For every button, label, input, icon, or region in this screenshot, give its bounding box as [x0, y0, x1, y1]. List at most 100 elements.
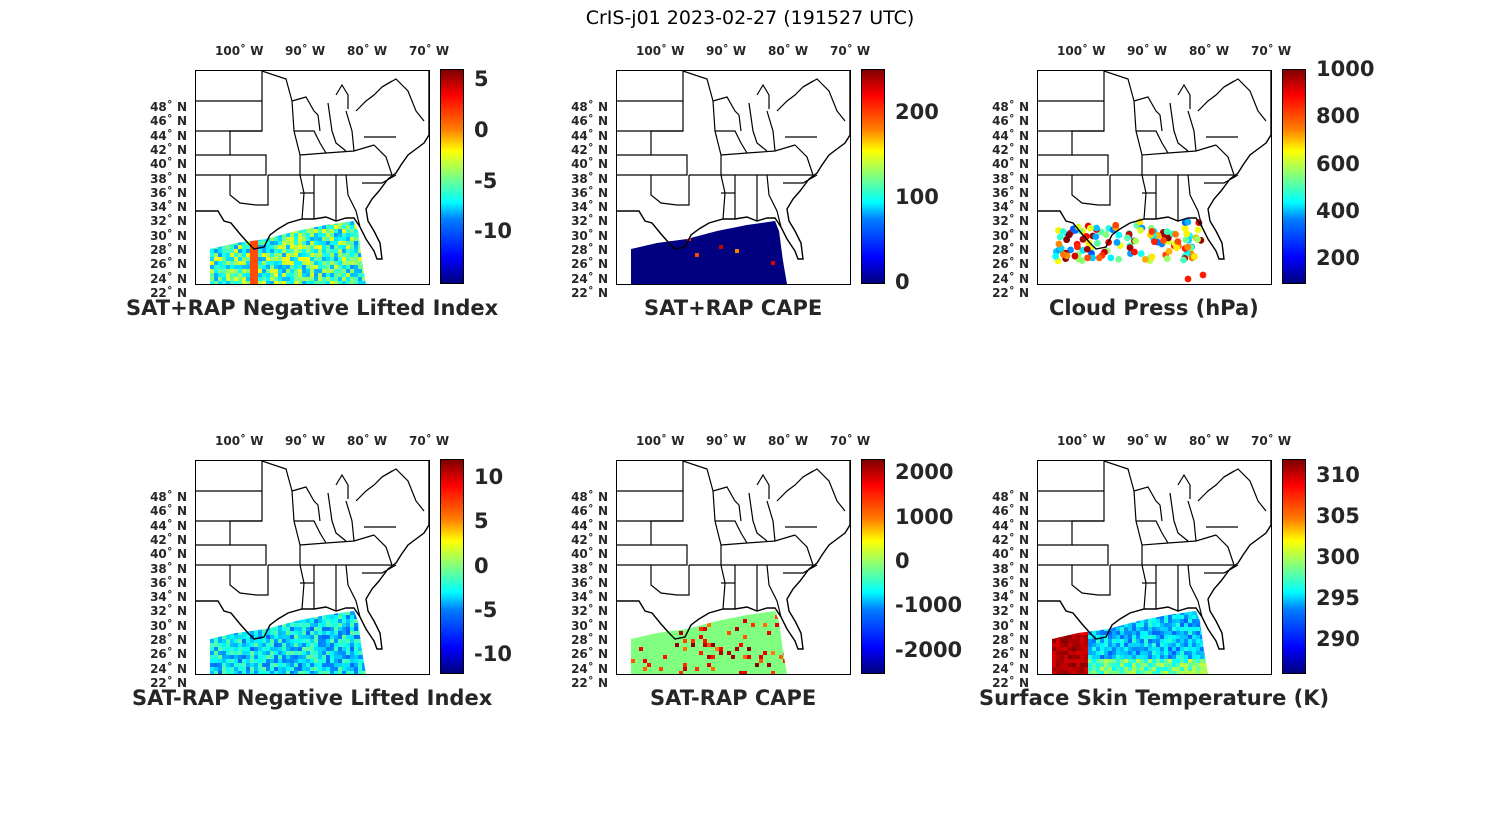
- latitude-tick-label: 24˚ N: [992, 271, 1029, 286]
- colorbar: [861, 69, 885, 284]
- latitude-tick-label: 32˚ N: [992, 214, 1029, 229]
- latitude-tick-label: 48˚ N: [571, 100, 608, 114]
- satellite-swath: [210, 221, 366, 284]
- longitude-tick-label: 100˚ W: [636, 434, 685, 448]
- latitude-tick-label: 40˚ N: [992, 157, 1029, 172]
- state-border: [738, 492, 768, 542]
- latitude-tick-label: 22˚ N: [992, 675, 1029, 690]
- state-border: [261, 71, 305, 220]
- latitude-tick-label: 32˚ N: [992, 604, 1029, 619]
- state-border: [1038, 154, 1109, 176]
- coastline: [196, 461, 429, 650]
- longitude-tick-label: 100˚ W: [1057, 434, 1106, 448]
- state-border: [345, 500, 355, 542]
- state-border: [1103, 461, 1147, 610]
- longitude-tick-label: 90˚ W: [1127, 44, 1168, 58]
- state-border: [1071, 565, 1111, 596]
- state-border: [682, 71, 726, 220]
- colorbar-tick-label: -1000: [895, 593, 963, 618]
- state-border: [617, 101, 684, 132]
- colorbar-tick-label: 200: [1316, 246, 1360, 271]
- latitude-tick-label: 30˚ N: [571, 228, 608, 243]
- colorbar-tick-label: 5: [474, 509, 489, 534]
- state-border: [715, 130, 748, 154]
- state-border: [317, 102, 347, 152]
- latitude-tick-label: 22˚ N: [150, 285, 187, 300]
- state-border: [1187, 174, 1203, 228]
- colorbar-tick-label: 305: [1316, 504, 1360, 529]
- state-border: [617, 461, 684, 492]
- state-border: [738, 102, 768, 152]
- longitude-tick-label: 100˚ W: [215, 44, 264, 58]
- state-border: [1038, 101, 1105, 132]
- latitude-tick-label: 38˚ N: [571, 171, 608, 186]
- state-border: [776, 470, 814, 502]
- state-border: [335, 83, 349, 109]
- state-border: [766, 110, 776, 152]
- latitude-tick-label: 28˚ N: [992, 243, 1029, 257]
- state-border: [299, 534, 375, 546]
- state-border: [1071, 175, 1111, 206]
- state-border: [196, 130, 262, 156]
- satellite-swath: [1052, 611, 1208, 674]
- state-border: [783, 174, 818, 184]
- state-border: [617, 130, 683, 156]
- panel-title: SAT+RAP Negative Lifted Index: [126, 296, 499, 320]
- state-border: [196, 461, 263, 492]
- longitude-tick-label: 80˚ W: [1189, 44, 1230, 58]
- latitude-tick-label: 38˚ N: [571, 561, 608, 576]
- map-area: [616, 460, 851, 675]
- state-border: [1141, 144, 1217, 156]
- state-border: [345, 564, 361, 618]
- latitude-tick-label: 40˚ N: [150, 547, 187, 562]
- state-border: [1133, 96, 1161, 116]
- latitude-tick-label: 34˚ N: [571, 590, 608, 605]
- panel-title: Surface Skin Temperature (K): [979, 686, 1330, 710]
- state-border: [720, 144, 796, 156]
- longitude-tick-label: 90˚ W: [706, 434, 747, 448]
- colorbar-tick-label: 300: [1316, 545, 1360, 570]
- latitude-tick-label: 22˚ N: [571, 285, 608, 300]
- state-border: [291, 486, 319, 506]
- map-panel-cape-diff: 100˚ W 90˚ W 80˚ W 70˚ W 48˚ N 46˚ N 44˚ N 42˚ …: [556, 434, 986, 734]
- longitude-tick-label: 70˚ W: [409, 434, 450, 448]
- latitude-tick-label: 42˚ N: [571, 532, 608, 547]
- state-border: [1187, 500, 1197, 542]
- longitude-tick-label: 100˚ W: [215, 434, 264, 448]
- state-border: [1133, 486, 1161, 506]
- colorbar-tick-label: 290: [1316, 627, 1360, 652]
- state-border: [362, 174, 397, 184]
- latitude-tick-label: 26˚ N: [150, 647, 187, 662]
- longitude-tick-label: 80˚ W: [347, 434, 388, 448]
- colorbar-tick-label: 100: [895, 184, 939, 209]
- state-border: [617, 71, 684, 102]
- longitude-tick-label: 100˚ W: [636, 44, 685, 58]
- state-border: [196, 520, 262, 546]
- latitude-tick-label: 30˚ N: [992, 618, 1029, 633]
- state-border: [196, 71, 263, 102]
- state-border: [294, 130, 327, 154]
- colorbar-tick-label: 400: [1316, 199, 1360, 223]
- state-border: [373, 534, 393, 566]
- latitude-tick-label: 28˚ N: [571, 243, 608, 257]
- state-border: [617, 544, 688, 566]
- state-border: [712, 96, 740, 116]
- latitude-tick-label: 46˚ N: [150, 114, 187, 129]
- latitude-tick-label: 32˚ N: [150, 214, 187, 229]
- latitude-tick-label: 24˚ N: [150, 271, 187, 286]
- state-border: [650, 175, 690, 206]
- latitude-tick-label: 44˚ N: [571, 518, 608, 533]
- colorbar-tick-label: 200: [895, 99, 939, 124]
- state-border: [317, 492, 347, 542]
- colorbar-tick-label: -10: [474, 642, 512, 667]
- latitude-tick-label: 32˚ N: [150, 604, 187, 619]
- latitude-tick-label: 38˚ N: [992, 561, 1029, 576]
- state-border: [766, 500, 776, 542]
- state-border: [261, 461, 305, 610]
- latitude-tick-label: 26˚ N: [571, 257, 608, 272]
- colorbar-tick-label: 10: [474, 464, 504, 489]
- latitude-tick-label: 36˚ N: [571, 575, 608, 590]
- state-border: [1038, 71, 1105, 102]
- state-border: [1159, 492, 1189, 542]
- latitude-tick-label: 22˚ N: [571, 675, 608, 690]
